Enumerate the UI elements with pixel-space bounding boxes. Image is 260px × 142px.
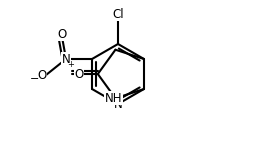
Text: −: − [30, 74, 40, 84]
Text: O: O [37, 68, 47, 82]
Text: N: N [114, 98, 122, 110]
Text: +: + [68, 59, 74, 68]
Text: NH: NH [105, 92, 122, 105]
Text: N: N [62, 53, 70, 65]
Text: O: O [74, 67, 83, 81]
Text: Cl: Cl [112, 8, 124, 20]
Text: O: O [57, 28, 67, 40]
